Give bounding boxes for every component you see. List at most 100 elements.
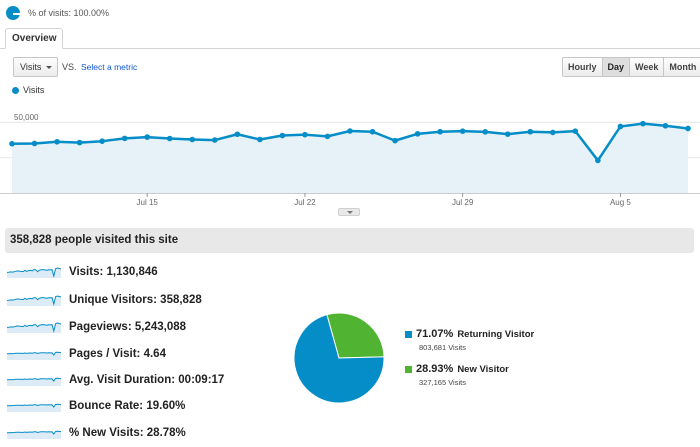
- tab-overview[interactable]: Overview: [5, 28, 64, 49]
- legend-swatch-icon: [405, 330, 412, 338]
- visitor-type-pie-svg: [293, 312, 385, 404]
- chart-collapse-handle[interactable]: [338, 208, 360, 216]
- segment-indicator[interactable]: % of visits: 100.00%: [6, 5, 109, 21]
- metric-row-bounce-rate[interactable]: Bounce Rate: 19.60%: [7, 396, 185, 416]
- sparkline-line: [7, 295, 61, 306]
- metric-value: 1,130,846: [106, 266, 158, 278]
- metric-label: Avg. Visit Duration:: [69, 374, 176, 386]
- visits-data-point[interactable]: [550, 129, 556, 136]
- metric-dropdown-label: Visits: [20, 62, 42, 72]
- sparkline-icon: [7, 295, 61, 306]
- metric-row-avg-visit-duration[interactable]: Avg. Visit Duration: 00:09:17: [7, 370, 224, 390]
- sparkline-line: [7, 403, 61, 408]
- sparkline-line: [7, 322, 61, 333]
- pie-legend-label: Returning Visitor: [457, 328, 535, 340]
- visits-data-point[interactable]: [482, 129, 489, 135]
- sparkline-line: [7, 351, 61, 356]
- pie-legend-percent: 28.93%: [416, 363, 454, 375]
- metric-value: 5,243,088: [134, 321, 187, 333]
- visits-data-point[interactable]: [324, 133, 331, 140]
- visits-data-point[interactable]: [279, 132, 286, 139]
- visits-data-point[interactable]: [257, 136, 263, 143]
- visits-data-point[interactable]: [189, 136, 196, 143]
- visits-data-point[interactable]: [640, 120, 646, 127]
- tab-divider: [0, 48, 700, 49]
- sparkline-line: [7, 430, 61, 435]
- visits-data-point[interactable]: [9, 140, 15, 147]
- visits-data-point[interactable]: [166, 135, 173, 142]
- x-tick-label: Jul 29: [452, 198, 474, 207]
- pie-legend-label: New Visitor: [457, 363, 509, 375]
- visits-data-point[interactable]: [414, 131, 421, 137]
- visits-data-point[interactable]: [347, 128, 353, 134]
- visits-data-point[interactable]: [121, 135, 128, 142]
- visits-data-point[interactable]: [459, 128, 466, 134]
- vs-label: VS.: [62, 62, 77, 72]
- sparkline-area: [7, 431, 61, 439]
- granularity-hourly-button[interactable]: Hourly: [563, 58, 602, 76]
- metric-row-unique-visitors[interactable]: Unique Visitors: 358,828: [7, 290, 202, 310]
- visits-data-point[interactable]: [302, 131, 308, 138]
- metric-row-new-visits[interactable]: % New Visits: 28.78%: [7, 423, 186, 443]
- y-tick-label: 50,000: [14, 113, 39, 122]
- sparkline-area: [7, 352, 61, 360]
- pie-legend-percent: 71.07%: [416, 328, 454, 340]
- sparkline-icon: [7, 430, 61, 439]
- metric-row-pages-per-visit[interactable]: Pages / Visit: 4.64: [7, 344, 166, 364]
- visits-data-point[interactable]: [595, 157, 601, 164]
- visits-data-point[interactable]: [392, 137, 398, 144]
- metric-row-visits[interactable]: Visits: 1,130,846: [7, 262, 158, 282]
- pie-legend-returning: 71.07% Returning Visitor 803,681 Visits: [405, 328, 605, 352]
- visits-data-point[interactable]: [144, 134, 150, 140]
- visits-data-point[interactable]: [437, 128, 443, 135]
- visits-data-point[interactable]: [572, 128, 579, 134]
- legend-swatch-icon: [405, 365, 412, 373]
- metric-label: Unique Visitors:: [69, 294, 157, 306]
- pie-legend-new: 28.93% New Visitor 327,165 Visits: [405, 363, 605, 387]
- visits-data-point[interactable]: [31, 140, 38, 147]
- sparkline-icon: [7, 322, 61, 333]
- visitor-type-pie: [292, 311, 386, 410]
- sparkline-line: [7, 267, 61, 278]
- segment-label: % of visits: 100.00%: [28, 8, 110, 18]
- summary-title: 358,828 people visited this site: [5, 228, 694, 253]
- visits-data-point[interactable]: [234, 131, 241, 138]
- metric-label: Pageviews:: [69, 321, 132, 333]
- legend-label: Visits: [23, 85, 45, 95]
- visits-data-point[interactable]: [527, 128, 534, 135]
- visits-data-point[interactable]: [212, 137, 218, 143]
- x-tick-label: Aug 5: [610, 198, 631, 207]
- metric-dropdown[interactable]: Visits: [13, 57, 58, 77]
- visits-data-point[interactable]: [617, 123, 624, 130]
- pie-slice-new-visitor[interactable]: [326, 312, 385, 359]
- metric-value: 28.78%: [146, 427, 186, 439]
- metric-label: Pages / Visit:: [69, 348, 141, 360]
- visits-data-point[interactable]: [54, 138, 60, 145]
- pie-legend-visits: 327,165 Visits: [419, 378, 466, 387]
- granularity-month-button[interactable]: Month: [663, 58, 700, 76]
- sparkline-area: [7, 404, 61, 412]
- select-metric-link[interactable]: Select a metric: [81, 62, 138, 72]
- segment-pie-icon: [6, 6, 20, 20]
- chart-legend: Visits: [12, 85, 44, 95]
- x-tick-label: Jul 22: [294, 198, 316, 207]
- pie-legend-visits: 803,681 Visits: [419, 343, 466, 352]
- visits-data-point[interactable]: [76, 139, 83, 146]
- visits-data-point[interactable]: [685, 125, 691, 132]
- metric-value: 358,828: [160, 294, 202, 306]
- visits-data-point[interactable]: [369, 128, 376, 135]
- metric-row-pageviews[interactable]: Pageviews: 5,243,088: [7, 317, 186, 337]
- granularity-day-button[interactable]: Day: [601, 58, 630, 76]
- metric-value: 19.60%: [146, 400, 186, 412]
- legend-dot-icon: [12, 86, 19, 94]
- visits-data-point[interactable]: [99, 138, 105, 144]
- visits-data-point[interactable]: [504, 131, 511, 137]
- sparkline-icon: [7, 403, 61, 412]
- visits-area: [12, 123, 688, 193]
- granularity-week-button[interactable]: Week: [629, 58, 664, 76]
- metric-value: 4.64: [143, 348, 166, 360]
- visits-data-point[interactable]: [662, 122, 669, 129]
- pie-slice-returning-visitor[interactable]: [293, 314, 385, 404]
